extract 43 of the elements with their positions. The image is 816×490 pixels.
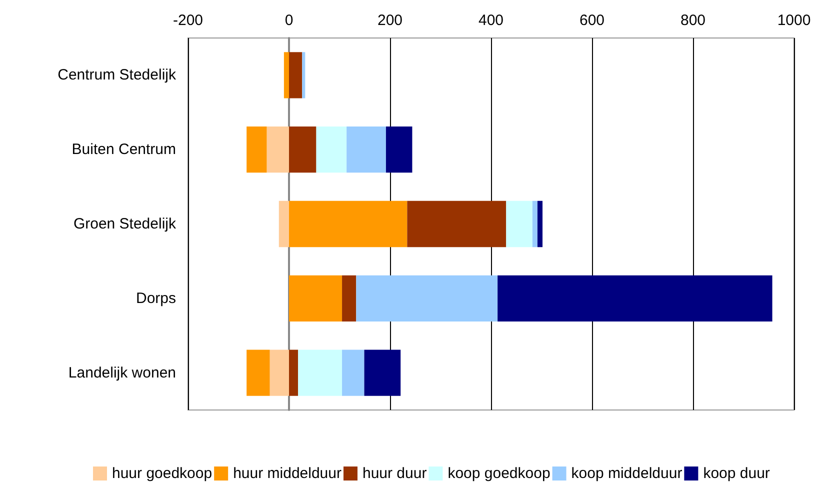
x-tick-label: 600 [579,12,605,29]
y-tick-label: Centrum Stedelijk [58,66,176,84]
bar [266,126,289,173]
bar [407,200,506,248]
bar [342,350,364,396]
bar [289,200,408,248]
bar [356,275,498,322]
x-tick-label: 0 [284,12,294,29]
legend-label: huur middelduur [233,465,342,482]
bar [364,350,401,396]
bar [289,350,298,396]
bar [289,126,316,173]
bar [342,275,356,322]
bar [289,52,302,98]
y-tick-label: Landelijk wonen [68,364,176,382]
x-tick-label: 400 [478,12,504,29]
y-tick-label: Dorps [136,290,176,307]
bar [316,126,347,173]
bar [298,350,342,396]
y-tick-label: Groen Stedelijk [73,216,176,232]
bar [270,350,289,396]
bar [246,126,267,173]
bar [498,275,772,322]
x-tick-label: 800 [680,12,706,29]
bar [302,52,306,98]
bar [289,275,342,322]
legend-label: koop goedkoop [448,465,550,482]
x-tick-label: 1000 [777,12,811,29]
bar [284,52,289,98]
x-tick-label: 200 [377,12,403,29]
x-tick-label: -200 [172,12,204,29]
legend-label: koop middelduur [571,465,682,482]
bar [278,200,289,248]
bar [346,126,386,173]
y-tick-label: Buiten Centrum [72,141,176,158]
bar [506,200,532,248]
bar [246,350,270,396]
legend-label: huur duur [362,465,427,482]
bar [386,126,412,173]
legend-label: huur goedkoop [112,465,212,482]
legend-label: koop duur [703,465,770,482]
bar [532,200,538,248]
bar [537,200,543,248]
